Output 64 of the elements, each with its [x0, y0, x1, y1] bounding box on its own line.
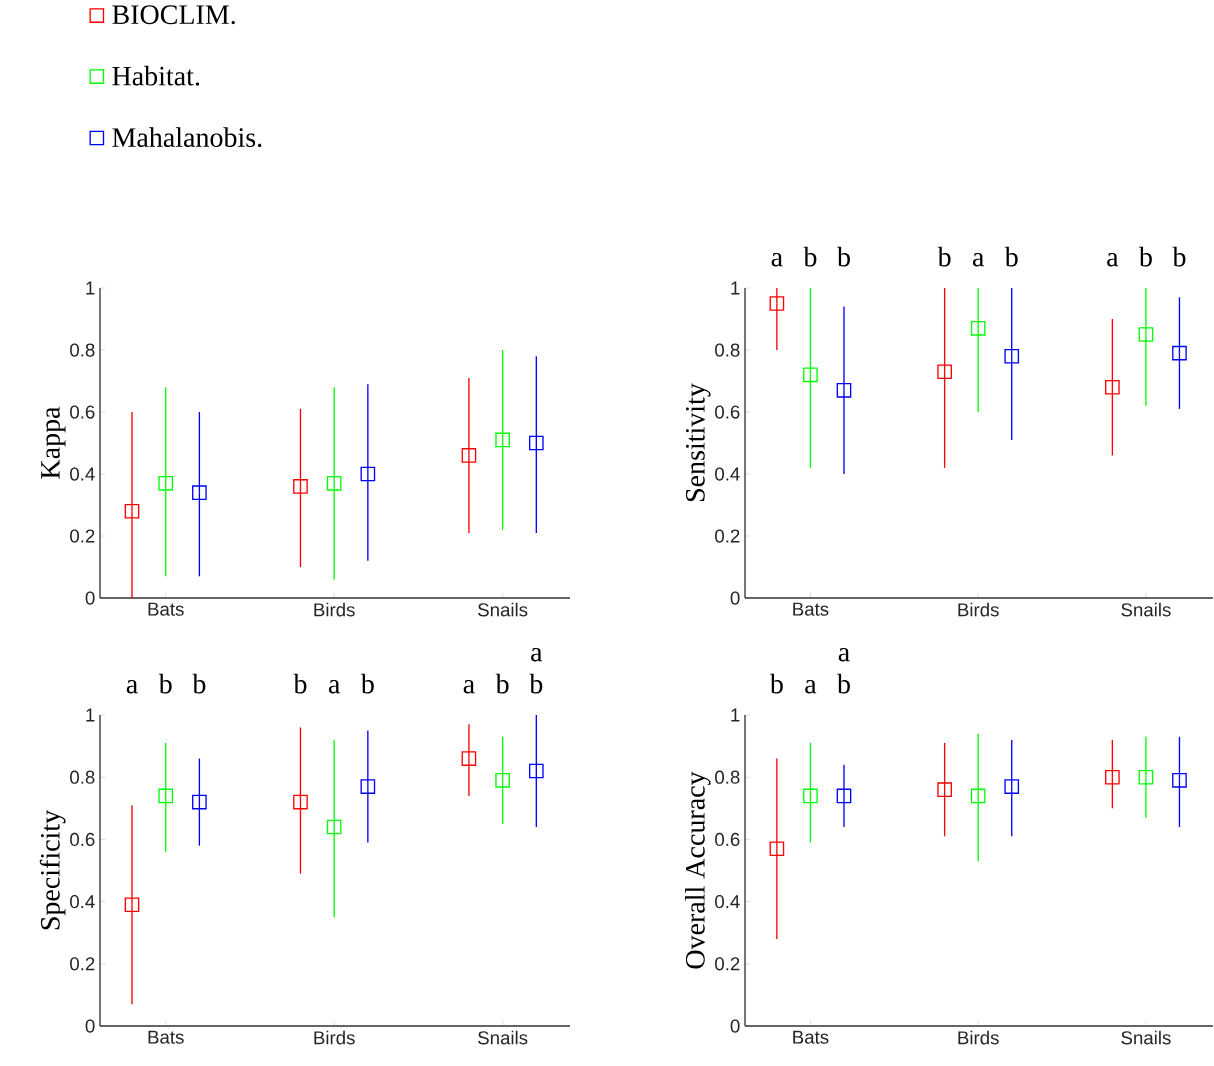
- text: b: [1138, 246, 1152, 267]
- y-tick-label: 0.8: [715, 770, 740, 784]
- y-tick-label: 0: [730, 591, 740, 605]
- x-tick-label: Bats: [793, 1030, 829, 1044]
- y-axis-title: Kappa: [41, 406, 66, 479]
- text: a: [328, 680, 340, 694]
- y-tick-label: 1: [86, 708, 95, 722]
- y-tick-label: 0: [730, 1019, 740, 1033]
- x-tick-label: Snails: [478, 602, 528, 617]
- legend-label: Mahalanobis.: [112, 127, 262, 148]
- y-tick-label: 0.2: [715, 529, 740, 543]
- x-tick-label: Bats: [793, 602, 829, 616]
- y-axis-title: Sensitivity: [685, 383, 711, 502]
- text: a: [805, 680, 817, 694]
- text: a: [972, 253, 984, 267]
- y-tick-label: 1: [731, 281, 740, 295]
- text: b: [158, 673, 172, 694]
- text: b: [1172, 246, 1186, 267]
- text: b: [293, 673, 307, 694]
- y-tick-label: 0: [85, 1019, 95, 1033]
- y-tick-label: 0.2: [70, 957, 95, 971]
- text: a b: [529, 648, 543, 694]
- text: a: [1107, 253, 1119, 267]
- y-tick-label: 0.8: [70, 343, 95, 357]
- text: b: [803, 246, 817, 267]
- y-tick-label: 0: [85, 591, 95, 605]
- text: a b: [836, 648, 850, 694]
- y-axis-title: Specificity: [39, 809, 66, 930]
- x-tick-label: Bats: [148, 602, 184, 616]
- x-tick-label: Birds: [958, 1030, 999, 1045]
- x-tick-label: Snails: [1121, 1030, 1171, 1045]
- y-tick-label: 0.4: [715, 894, 740, 909]
- x-tick-label: Snails: [478, 1030, 528, 1045]
- y-tick-label: 0.6: [715, 405, 740, 419]
- x-tick-label: Birds: [314, 602, 355, 617]
- y-tick-label: 1: [86, 281, 95, 295]
- text: a: [463, 680, 475, 694]
- text: b: [937, 246, 951, 267]
- y-tick-label: 0.4: [70, 894, 95, 909]
- y-tick-label: 0.6: [70, 832, 95, 847]
- text: b: [1004, 246, 1018, 267]
- x-tick-label: Snails: [1121, 602, 1171, 617]
- y-tick-label: 0.4: [70, 467, 95, 481]
- text: a: [771, 253, 783, 267]
- x-tick-label: Birds: [958, 602, 999, 617]
- y-tick-label: 0.8: [70, 770, 95, 784]
- y-tick-label: 0.6: [715, 832, 740, 847]
- text: b: [495, 673, 509, 694]
- text: b: [836, 246, 850, 267]
- text: b: [360, 673, 374, 694]
- text: b: [769, 673, 783, 694]
- y-axis-title: Overall Accuracy: [685, 771, 711, 969]
- text: a: [126, 680, 138, 694]
- y-tick-label: 0.4: [715, 467, 740, 481]
- legend-label: Habitat.: [112, 65, 200, 86]
- text: b: [192, 673, 206, 694]
- y-tick-label: 0.2: [70, 529, 95, 543]
- y-tick-label: 0.2: [715, 957, 740, 971]
- y-tick-label: 0.8: [715, 343, 740, 357]
- legend-label: BIOCLIM.: [112, 5, 235, 25]
- y-tick-label: 0.6: [70, 405, 95, 419]
- x-tick-label: Birds: [314, 1030, 355, 1045]
- x-tick-label: Bats: [148, 1030, 184, 1044]
- y-tick-label: 1: [731, 708, 740, 722]
